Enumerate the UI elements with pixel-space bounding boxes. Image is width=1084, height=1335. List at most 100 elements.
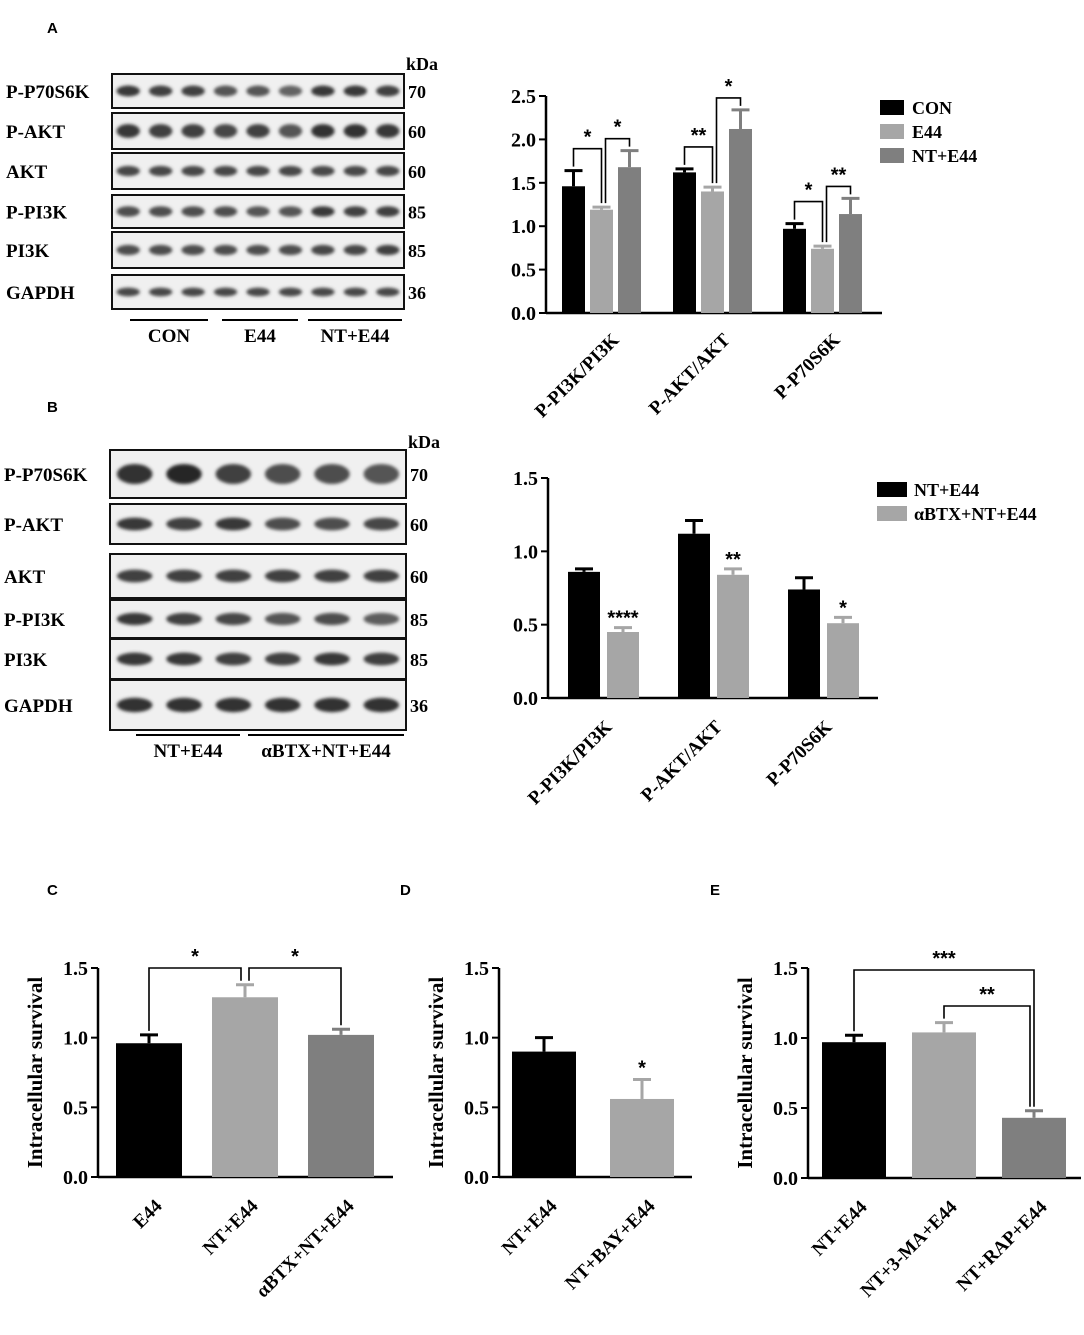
legend-swatch bbox=[877, 506, 907, 521]
blot-row-label: GAPDH bbox=[4, 696, 73, 717]
y-tick-label: 1.5 bbox=[773, 958, 798, 980]
significance-label: * bbox=[614, 117, 622, 139]
y-tick-label: 1.5 bbox=[63, 958, 88, 980]
blot-group-label: NT+E44 bbox=[321, 326, 390, 347]
blot-band bbox=[213, 206, 238, 217]
significance-label: * bbox=[839, 597, 847, 619]
blot-band bbox=[314, 569, 350, 583]
x-category-label: NT+BAY+E44 bbox=[561, 1195, 660, 1294]
blot-band bbox=[166, 612, 202, 626]
legend-swatch bbox=[880, 124, 904, 139]
significance-label: * bbox=[805, 180, 813, 202]
significance-label: * bbox=[725, 76, 733, 98]
y-axis-label: Intracellular survival bbox=[733, 977, 757, 1169]
blot-band bbox=[278, 206, 303, 217]
blot-band bbox=[213, 85, 238, 97]
blot-row-label: P-AKT bbox=[4, 515, 63, 536]
panel-letter-e: E bbox=[710, 882, 721, 899]
y-tick-label: 2.0 bbox=[511, 129, 536, 151]
blot-band bbox=[363, 652, 400, 666]
western-blot-b: P-P70S6K 70 P-AKT 60 AKT 60 P-PI3K 85 PI3K 85 GAPD… bbox=[4, 432, 440, 762]
blot-band bbox=[376, 85, 400, 97]
x-category-label: E44 bbox=[129, 1195, 167, 1233]
significance-bracket bbox=[148, 967, 242, 1031]
blot-band bbox=[116, 206, 140, 217]
bar bbox=[827, 623, 859, 698]
significance-label: * bbox=[191, 946, 199, 968]
blot-band bbox=[314, 652, 350, 666]
blot-band bbox=[116, 464, 153, 484]
legend-label: NT+E44 bbox=[914, 480, 979, 500]
blot-strip bbox=[109, 553, 407, 599]
legend-swatch bbox=[877, 482, 907, 497]
blot-band bbox=[311, 206, 335, 217]
significance-label: ** bbox=[831, 164, 847, 186]
y-tick-label: 1.5 bbox=[511, 173, 536, 195]
blot-kda-value: 85 bbox=[410, 650, 428, 670]
y-tick-label: 0.5 bbox=[513, 615, 538, 637]
blot-band bbox=[376, 165, 400, 177]
blot-band bbox=[246, 85, 270, 97]
significance-bracket bbox=[604, 137, 631, 204]
blot-band bbox=[116, 569, 153, 583]
blot-band bbox=[363, 517, 400, 531]
blot-band bbox=[148, 206, 173, 217]
blot-band bbox=[213, 124, 238, 138]
blot-band bbox=[343, 124, 368, 138]
significance-bracket bbox=[683, 146, 714, 184]
blot-row-label: P-PI3K bbox=[6, 203, 67, 224]
blot-kda-value: 60 bbox=[410, 567, 428, 587]
blot-group-label: NT+E44 bbox=[154, 741, 223, 762]
legend-swatch bbox=[880, 148, 904, 163]
blot-band bbox=[311, 124, 335, 138]
blot-band bbox=[278, 287, 303, 297]
blot-band bbox=[166, 517, 202, 531]
bar bbox=[839, 214, 862, 313]
y-tick-label: 1.0 bbox=[511, 216, 536, 238]
blot-band bbox=[264, 652, 301, 666]
x-category-label: P-AKT/AKT bbox=[645, 329, 735, 419]
blot-strip bbox=[109, 503, 407, 545]
x-category-label: NT+E44 bbox=[199, 1195, 263, 1259]
blot-band bbox=[215, 652, 252, 666]
y-tick-label: 1.0 bbox=[63, 1028, 88, 1050]
blot-band bbox=[116, 652, 153, 666]
blot-strip bbox=[109, 679, 407, 731]
bar bbox=[590, 209, 613, 313]
blot-kda-value: 36 bbox=[410, 696, 428, 716]
blot-band bbox=[246, 206, 270, 217]
blot-strip bbox=[109, 638, 407, 680]
blot-band bbox=[314, 612, 350, 626]
bar bbox=[717, 574, 749, 698]
x-category-label: P-PI3K/PI3K bbox=[531, 330, 624, 423]
blot-band bbox=[376, 287, 400, 297]
x-category-label: NT+E44 bbox=[498, 1195, 562, 1259]
blot-band bbox=[246, 124, 270, 138]
significance-label: * bbox=[291, 946, 299, 968]
x-category-label: NT+E44 bbox=[808, 1196, 872, 1260]
bar bbox=[610, 1098, 674, 1177]
x-category-label: P-PI3K/PI3K bbox=[524, 717, 617, 810]
significance-label: **** bbox=[607, 608, 638, 630]
significance-bracket bbox=[793, 200, 824, 243]
significance-bracket bbox=[248, 967, 342, 1026]
legend-label: CON bbox=[912, 98, 952, 118]
blot-band bbox=[215, 517, 252, 531]
blot-band bbox=[314, 697, 350, 713]
y-tick-label: 0.0 bbox=[511, 303, 536, 325]
blot-kda-value: 85 bbox=[410, 610, 428, 630]
blot-band bbox=[166, 569, 202, 583]
blot-row-label: PI3K bbox=[6, 241, 50, 262]
blot-band bbox=[264, 464, 301, 484]
blot-group-label: CON bbox=[148, 326, 191, 347]
blot-band bbox=[148, 165, 173, 177]
blot-band bbox=[343, 85, 368, 97]
blot-row-label: AKT bbox=[6, 162, 48, 183]
bar bbox=[783, 228, 806, 313]
panel-letter-c: C bbox=[47, 882, 58, 899]
significance-bracket bbox=[853, 969, 1035, 1107]
significance-label: * bbox=[584, 127, 592, 149]
blot-group-label: E44 bbox=[244, 326, 276, 347]
legend-swatch bbox=[880, 100, 904, 115]
blot-band bbox=[116, 697, 153, 713]
